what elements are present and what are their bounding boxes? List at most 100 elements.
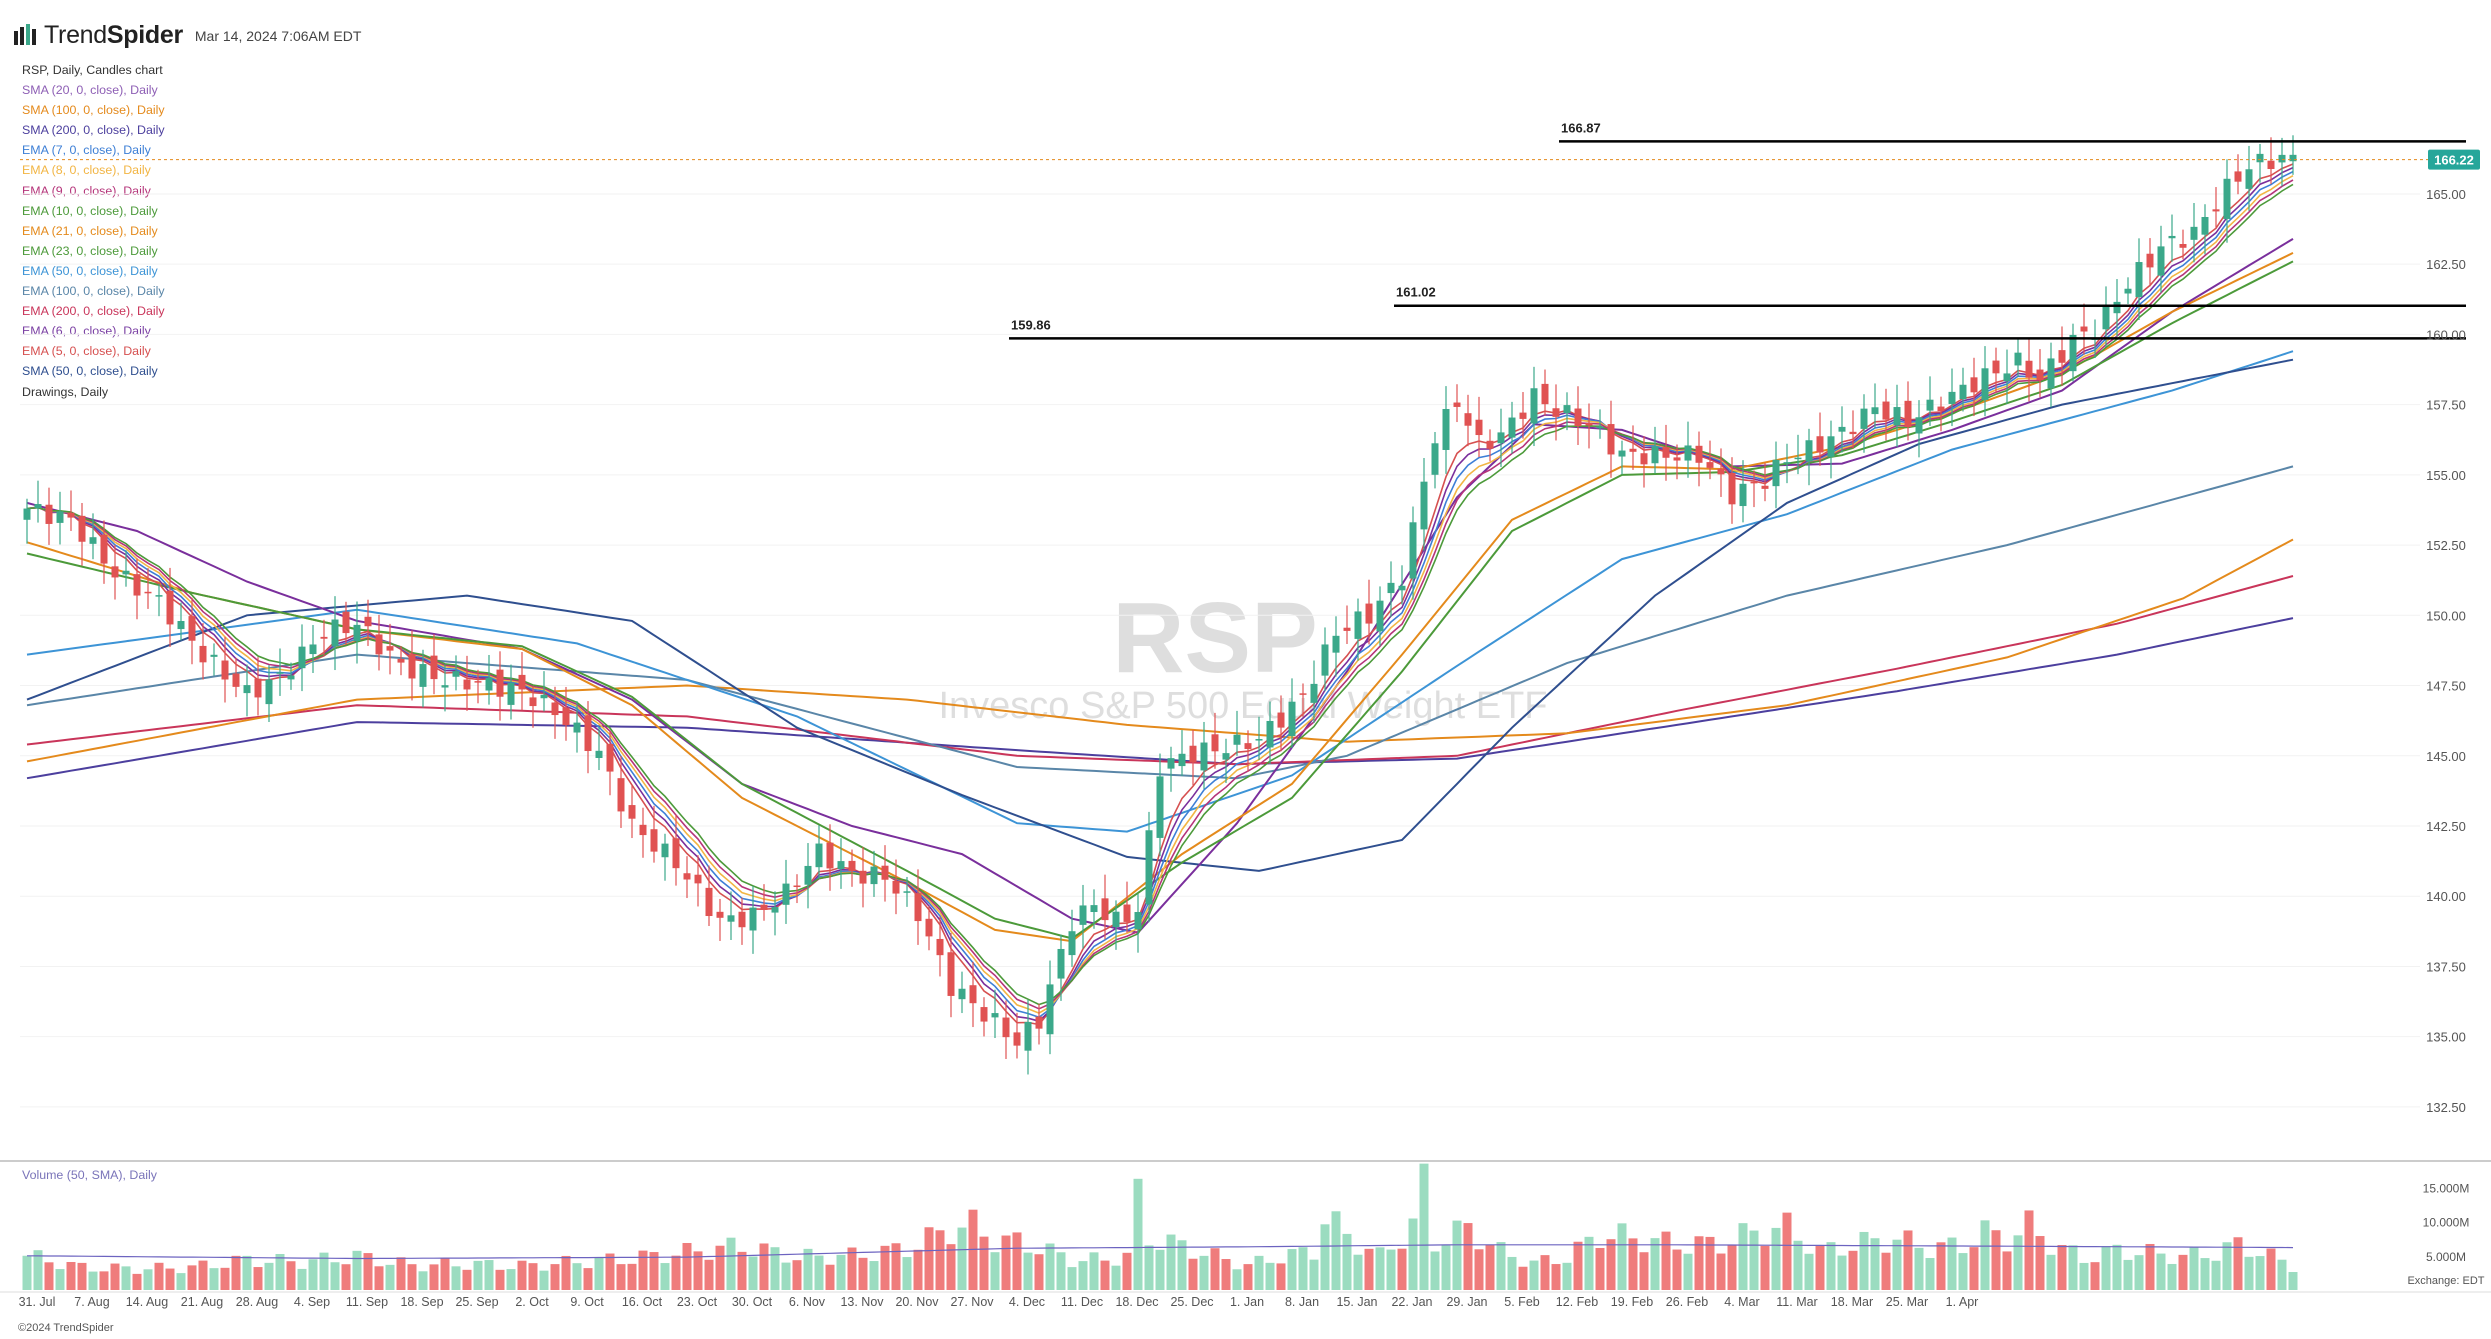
candle-body (243, 685, 251, 694)
legend-entry[interactable]: RSP, Daily, Candles chart (22, 63, 163, 77)
chart-timestamp: Mar 14, 2024 7:06AM EDT (194, 28, 362, 44)
volume-bar (1606, 1239, 1616, 1290)
x-tick-label: 4. Sep (294, 1295, 330, 1309)
legend-entry[interactable]: EMA (6, 0, close), Daily (22, 324, 151, 339)
volume-bar (2068, 1245, 2078, 1290)
volume-bar (1045, 1243, 1055, 1290)
candle-body (89, 537, 97, 544)
volume-bar (2002, 1251, 2012, 1290)
ema-line (26, 174, 2294, 1014)
legend-entry[interactable]: Drawings, Daily (22, 384, 109, 399)
candle-body (1860, 408, 1868, 429)
volume-bar (1738, 1223, 1748, 1290)
candle-body (2289, 154, 2297, 162)
x-tick-label: 25. Mar (1886, 1295, 1928, 1309)
candle-body (1673, 457, 1681, 461)
volume-bar (1474, 1249, 1484, 1290)
candle-body (485, 677, 493, 691)
candle-body (1618, 450, 1626, 457)
x-tick-label: 25. Dec (1170, 1295, 1213, 1309)
volume-bar (1298, 1247, 1308, 1290)
legend-entry[interactable]: SMA (50, 0, close), Daily (22, 364, 158, 379)
x-tick-label: 21. Aug (181, 1295, 223, 1309)
volume-bar (715, 1245, 725, 1290)
legend-entry[interactable]: EMA (9, 0, close), Daily (22, 183, 151, 198)
x-tick-label: 27. Nov (950, 1295, 994, 1309)
volume-indicator-label[interactable]: Volume (50, SMA), Daily (22, 1168, 157, 1182)
ma-line (26, 465, 2294, 780)
volume-bar (2145, 1243, 2155, 1290)
volume-bar (1320, 1224, 1330, 1290)
legend-entry[interactable]: EMA (200, 0, close), Daily (22, 304, 165, 319)
candle-body (1189, 745, 1197, 763)
candle-body (1772, 459, 1780, 487)
volume-bar (1749, 1230, 1759, 1290)
candle-body (430, 655, 438, 680)
candle-body (2047, 358, 2055, 389)
candle-body (958, 988, 966, 1000)
candle-body (2091, 337, 2099, 340)
legend-entry[interactable]: EMA (8, 0, close), Daily (22, 163, 151, 178)
legend-entry[interactable]: SMA (20, 0, close), Daily (22, 83, 158, 98)
volume-bar (605, 1253, 615, 1290)
candle-body (1937, 406, 1945, 412)
volume-bar (253, 1267, 263, 1290)
candle-body (1431, 443, 1439, 475)
candle-body (111, 566, 119, 578)
volume-bar (110, 1263, 120, 1290)
volume-bar (187, 1265, 197, 1290)
candle-body (2157, 246, 2165, 276)
volume-bar (1859, 1231, 1869, 1290)
legend-entry[interactable]: SMA (100, 0, close), Daily (22, 103, 165, 118)
candle-body (2135, 262, 2143, 298)
volume-bar (198, 1260, 208, 1290)
candle-body (2234, 171, 2242, 182)
legend-entry[interactable]: EMA (21, 0, close), Daily (22, 223, 158, 238)
volume-bar (1628, 1238, 1638, 1290)
volume-bar (561, 1255, 571, 1290)
candle-body (1684, 445, 1692, 461)
volume-bar (1782, 1212, 1792, 1290)
x-tick-label: 8. Jan (1285, 1295, 1319, 1309)
volume-bar (2156, 1253, 2166, 1290)
candle-body (1464, 413, 1472, 426)
candle-body (1442, 408, 1450, 450)
candle-body (793, 885, 801, 888)
volume-bar (1639, 1252, 1649, 1290)
volume-bar (1617, 1223, 1627, 1290)
legend-entry[interactable]: EMA (7, 0, close), Daily (22, 143, 151, 158)
candle-body (210, 654, 218, 657)
legend-entry[interactable]: EMA (50, 0, close), Daily (22, 263, 158, 278)
volume-bar (968, 1209, 978, 1290)
legend-entry[interactable]: SMA (200, 0, close), Daily (22, 123, 165, 138)
legend-entry[interactable]: EMA (5, 0, close), Daily (22, 344, 151, 359)
legend-entry[interactable]: EMA (23, 0, close), Daily (22, 243, 158, 258)
candle-body (1871, 407, 1879, 415)
candle-body (1838, 426, 1846, 432)
candle-body (1376, 600, 1384, 632)
candle-body (1310, 683, 1318, 703)
volume-bar (1089, 1252, 1099, 1290)
candle-body (1541, 383, 1549, 405)
volume-bar (550, 1264, 560, 1290)
x-tick-label: 11. Dec (1061, 1295, 1103, 1309)
volume-bar (814, 1255, 824, 1290)
candle-body (705, 887, 713, 917)
axes: 132.50 135.00 137.50 140.00 142.50 145.00 147.… (0, 187, 2491, 1309)
volume-bar (242, 1255, 252, 1290)
candle-body (1728, 472, 1736, 505)
volume-bar (1727, 1244, 1737, 1290)
volume-bar (2134, 1255, 2144, 1290)
volume-bar (1980, 1220, 1990, 1290)
legend-entry[interactable]: EMA (10, 0, close), Daily (22, 203, 158, 218)
x-tick-label: 22. Jan (1391, 1295, 1432, 1309)
candle-body (1024, 1021, 1032, 1051)
candle-body (188, 616, 196, 641)
candle-body (1915, 417, 1923, 434)
volume-bar (2266, 1248, 2276, 1290)
volume-bar (1265, 1262, 1275, 1290)
x-tick-label: 5. Feb (1504, 1295, 1539, 1309)
x-tick-label: 1. Jan (1230, 1295, 1264, 1309)
legend-entry[interactable]: EMA (100, 0, close), Daily (22, 284, 165, 299)
